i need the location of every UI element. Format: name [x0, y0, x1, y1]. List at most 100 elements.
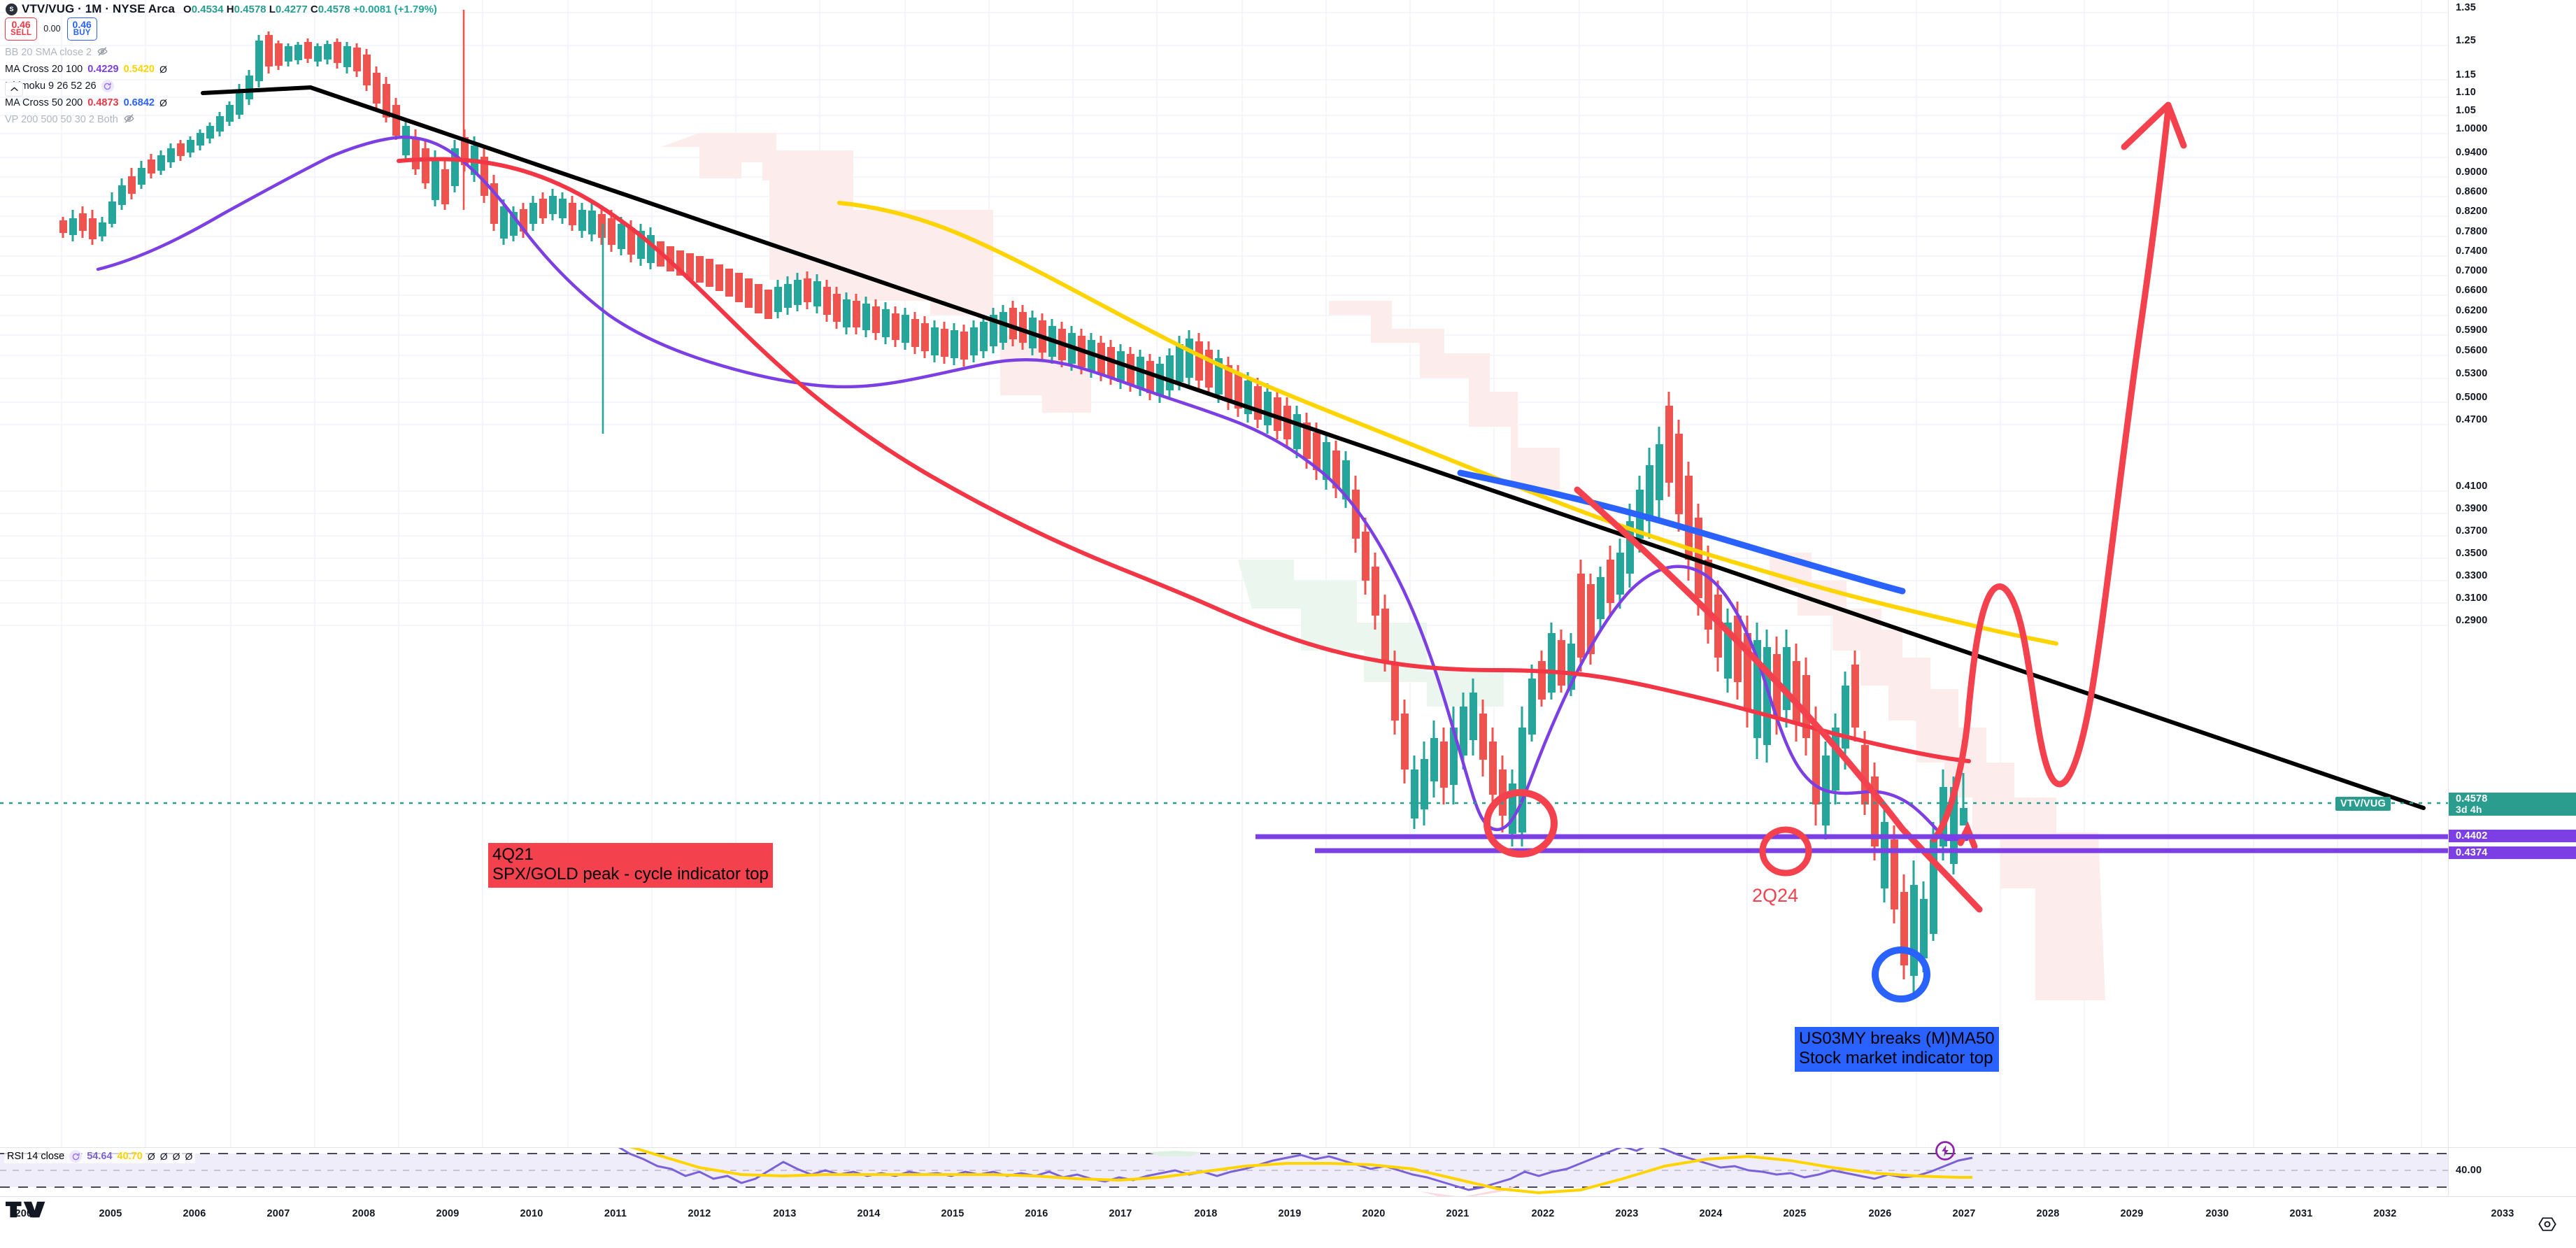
ma-badge-lower[interactable]: 0.4374 — [2449, 846, 2576, 859]
price-tick: 0.7000 — [2456, 265, 2488, 276]
indicator-row-vp[interactable]: VP 200 500 50 30 2 Both — [5, 111, 167, 128]
indicator-row-ma-cross-20-100[interactable]: MA Cross 20 100 0.4229 0.5420 Ø — [5, 61, 167, 78]
price-tick: 0.9000 — [2456, 166, 2488, 178]
red-projection-arrowhead — [2121, 101, 2187, 150]
time-scale[interactable]: 2004 2005 2006 2007 2008 2009 2010 2011 … — [0, 1196, 2576, 1248]
phi-icon[interactable]: Ø — [172, 1151, 180, 1162]
price-tick: 0.8200 — [2456, 206, 2488, 217]
ma-badge-upper-value: 0.4402 — [2456, 830, 2488, 842]
phi-icon[interactable]: Ø — [159, 64, 167, 75]
chart-canvas — [0, 0, 2448, 1147]
lightning-bolt-icon[interactable] — [1935, 1140, 1956, 1165]
phi-icon[interactable]: Ø — [185, 1151, 193, 1162]
symbol-header-row[interactable]: S VTV/VUG · 1M · NYSE Arca O0.4534 H0.45… — [6, 1, 437, 17]
label-2q24[interactable]: 2Q24 — [1752, 885, 1799, 906]
time-tick: 2018 — [1194, 1208, 1218, 1219]
indicator-row-ma-cross-50-200[interactable]: MA Cross 50 200 0.4873 0.6842 Ø — [5, 94, 167, 111]
ma200-blue-line — [1457, 469, 1906, 595]
buy-label: BUY — [73, 29, 91, 38]
price-tick: 1.25 — [2456, 35, 2477, 46]
indicator-name-vp: VP 200 500 50 30 2 Both — [5, 114, 118, 125]
price-tick: 0.3100 — [2456, 593, 2488, 604]
red-projection-path — [1930, 105, 2172, 843]
eye-off-icon[interactable] — [123, 113, 135, 127]
ma50-red-line — [397, 157, 1971, 763]
annotation-4q21-line2: SPX/GOLD peak - cycle indicator top — [492, 865, 769, 884]
price-tick: 0.4700 — [2456, 414, 2488, 425]
price-tick: 0.3300 — [2456, 570, 2488, 581]
collapse-legend-button[interactable] — [5, 82, 23, 97]
time-tick: 2026 — [1868, 1208, 1892, 1219]
time-tick: 2022 — [1531, 1208, 1555, 1219]
time-tick: 2006 — [183, 1208, 206, 1219]
price-tick: 1.10 — [2456, 87, 2477, 98]
time-tick: 2012 — [688, 1208, 711, 1219]
rsi-price-scale[interactable]: 40.00 — [2448, 1147, 2576, 1196]
indicator-legend-list: BB 20 SMA close 2 MA Cross 20 100 0.4229… — [5, 44, 167, 128]
indicator-value-ma50: 0.4873 — [87, 97, 119, 108]
ohlc-l-value: 0.4277 — [275, 3, 308, 15]
ohlc-c-value: 0.4578 — [318, 3, 350, 15]
time-tick: 2023 — [1615, 1208, 1639, 1219]
tradingview-logo-icon[interactable] — [6, 1199, 46, 1224]
trade-panel[interactable]: 0.46 SELL 0.00 0.46 BUY — [5, 17, 97, 41]
price-scale[interactable]: 1.35 1.25 1.15 1.10 1.05 1.0000 0.9400 0… — [2448, 0, 2576, 1147]
countdown-value: 3d 4h — [2456, 804, 2482, 815]
time-tick: 2031 — [2289, 1208, 2313, 1219]
price-tick: 1.0000 — [2456, 123, 2488, 134]
ohlc-c-label: C — [310, 3, 318, 15]
refresh-icon[interactable] — [101, 80, 114, 92]
price-tick: 0.5000 — [2456, 392, 2488, 403]
symbol-title[interactable]: VTV/VUG · 1M · NYSE Arca — [22, 2, 176, 15]
rsi-canvas — [0, 1148, 2448, 1196]
buy-button[interactable]: 0.46 BUY — [66, 17, 97, 41]
time-tick: 2028 — [2036, 1208, 2060, 1219]
refresh-icon[interactable] — [69, 1150, 83, 1163]
phi-icon[interactable]: Ø — [159, 1151, 168, 1162]
time-tick: 2032 — [2373, 1208, 2397, 1219]
eye-off-icon[interactable] — [97, 45, 108, 60]
last-price-value: 0.4578 — [2456, 793, 2488, 804]
rsi-axis-label: 40.00 — [2456, 1165, 2482, 1176]
price-tick: 0.6600 — [2456, 285, 2488, 296]
chart-legend: S VTV/VUG · 1M · NYSE Arca O0.4534 H0.45… — [6, 1, 437, 17]
trendline-black-short — [201, 85, 313, 95]
phi-icon[interactable]: Ø — [159, 97, 167, 108]
rsi-signal-line — [629, 1148, 1972, 1195]
phi-icon[interactable]: Ø — [147, 1151, 155, 1162]
symbol-avatar-icon: S — [6, 3, 17, 15]
price-tick: 0.3500 — [2456, 548, 2488, 559]
ma-badge-upper[interactable]: 0.4402 — [2449, 830, 2576, 842]
rsi-legend[interactable]: RSI 14 close 54.64 40.70 Ø Ø Ø Ø — [4, 1149, 196, 1163]
ohlc-change-percent: (+1.79%) — [394, 3, 437, 15]
price-tick: 0.5600 — [2456, 345, 2488, 356]
annotation-us03my[interactable]: US03MY breaks (M)MA50 Stock market indic… — [1795, 1027, 1999, 1072]
price-tick: 0.3900 — [2456, 503, 2488, 514]
time-tick: 2025 — [1783, 1208, 1807, 1219]
chart-plot-area[interactable]: S VTV/VUG · 1M · NYSE Arca O0.4534 H0.45… — [0, 0, 2448, 1147]
drawn-red-downtrend — [1574, 486, 1983, 913]
ohlc-o-label: O — [183, 3, 192, 15]
time-tick: 2024 — [1699, 1208, 1723, 1219]
price-tick: 0.2900 — [2456, 615, 2488, 626]
indicator-value-ma200: 0.6842 — [123, 97, 155, 108]
indicator-row-ichimoku[interactable]: Ichimoku 9 26 52 26 — [5, 78, 167, 94]
ohlc-change: +0.0081 — [353, 3, 392, 15]
timescale-settings-icon[interactable] — [2537, 1214, 2558, 1238]
indicator-row-bb[interactable]: BB 20 SMA close 2 — [5, 44, 167, 61]
annotation-4q21[interactable]: 4Q21 SPX/GOLD peak - cycle indicator top — [488, 843, 773, 888]
price-tick: 0.5300 — [2456, 368, 2488, 379]
indicator-name-bb: BB 20 SMA close 2 — [5, 47, 92, 58]
indicator-name-ma-cross-50-200: MA Cross 50 200 — [5, 97, 83, 108]
indicator-name-ma-cross-20-100: MA Cross 20 100 — [5, 64, 83, 75]
sell-button[interactable]: 0.46 SELL — [5, 17, 38, 41]
sell-price: 0.46 — [11, 19, 31, 30]
indicator-name-ichimoku: Ichimoku 9 26 52 26 — [5, 80, 97, 92]
price-tick: 0.3700 — [2456, 525, 2488, 537]
last-price-badge[interactable]: 0.4578 3d 4h — [2449, 793, 2576, 816]
price-tick: 0.9400 — [2456, 147, 2488, 158]
rsi-pane[interactable] — [0, 1147, 2448, 1196]
symbol-price-tag[interactable]: VTV/VUG — [2335, 797, 2391, 811]
spread-value: 0.00 — [43, 24, 61, 34]
time-tick: 2016 — [1025, 1208, 1048, 1219]
